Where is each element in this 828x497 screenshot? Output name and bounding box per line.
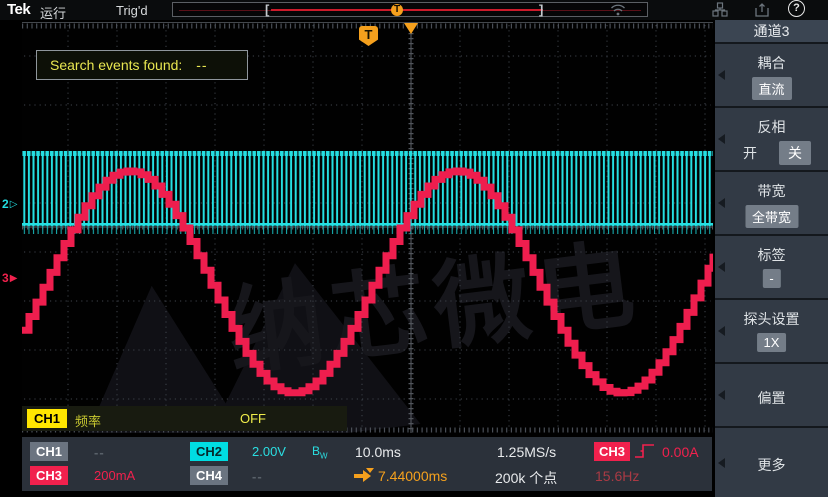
- chevron-left-icon: [718, 198, 725, 208]
- menu-probe-setup[interactable]: 探头设置 1X: [715, 300, 828, 362]
- acquisition-run-status: 运行: [40, 6, 67, 21]
- help-icon[interactable]: ?: [788, 0, 805, 17]
- invert-on-option[interactable]: 开: [743, 145, 757, 161]
- invert-off-option[interactable]: 关: [779, 141, 811, 165]
- ch3-scale-value: 200mA: [94, 468, 136, 483]
- trigger-frequency: 15.6Hz: [595, 468, 640, 484]
- ch3-marker-number: 3: [2, 271, 9, 285]
- sample-rate: 1.25MS/s: [497, 444, 557, 460]
- measurement-source-badge[interactable]: CH1: [27, 409, 67, 428]
- chevron-left-icon: [718, 70, 725, 80]
- ch3-sine-waveform: [22, 167, 713, 397]
- measurement-type-label: 频率: [75, 414, 102, 429]
- search-events-label: Search events found:: [50, 57, 183, 73]
- label-label: 标签: [757, 247, 786, 263]
- horizontal-position-bar[interactable]: [ ] T: [172, 2, 648, 17]
- coupling-label: 耦合: [757, 55, 786, 71]
- ch4-scale-value: --: [252, 469, 263, 484]
- horizontal-delay-value: 7.44000ms: [378, 468, 448, 484]
- menu-bandwidth[interactable]: 带宽 全带宽: [715, 172, 828, 234]
- trigger-source-badge[interactable]: CH3: [594, 442, 630, 461]
- ch2-marker-arrow-icon: ▷: [9, 198, 18, 210]
- trigger-position-marker: [404, 23, 418, 34]
- ch4-badge[interactable]: CH4: [190, 466, 228, 485]
- visible-window-line: [271, 9, 543, 11]
- trigger-position-icon[interactable]: T: [391, 4, 403, 16]
- menu-more[interactable]: 更多: [715, 428, 828, 497]
- ch2-bandwidth-limit-icon: BW: [312, 444, 328, 461]
- window-bracket-close: ]: [539, 2, 544, 17]
- rising-edge-icon: [635, 444, 654, 458]
- chevron-left-icon: [718, 262, 725, 272]
- measurement-bar[interactable]: CH1 频率 OFF: [22, 406, 347, 431]
- ch2-square-waveform: [22, 151, 713, 234]
- record-length: 200k 个点: [495, 470, 558, 486]
- bandwidth-label: 带宽: [757, 183, 786, 199]
- waveform-display-area[interactable]: 纳芯微电: [22, 22, 713, 433]
- ch3-badge[interactable]: CH3: [30, 466, 68, 485]
- ch3-position-marker[interactable]: 3 ▶: [2, 270, 22, 286]
- side-menu: 通道3 耦合 直流 反相 开 关 带宽 全带宽 标签 - 探头设置 1X 偏置 …: [715, 20, 828, 497]
- probe-attenuation-button[interactable]: 1X: [756, 333, 787, 352]
- top-status-bar: Tek 运行 Trig'd [ ] T ?: [0, 0, 828, 21]
- readout-panel: CH1 -- CH2 2.00V BW CH3 200mA CH4 -- 10.…: [22, 437, 712, 491]
- trigger-status: Trig'd: [116, 3, 148, 18]
- chevron-left-icon: [718, 390, 725, 400]
- probe-setup-label: 探头设置: [743, 311, 800, 327]
- ch2-badge[interactable]: CH2: [190, 442, 228, 461]
- ch2-marker-number: 2: [2, 197, 9, 211]
- label-value-button[interactable]: -: [762, 269, 781, 288]
- save-export-icon[interactable]: [754, 2, 770, 18]
- menu-offset[interactable]: 偏置: [715, 364, 828, 426]
- trigger-shield-icon[interactable]: T: [359, 26, 378, 46]
- menu-invert[interactable]: 反相 开 关: [715, 108, 828, 170]
- side-menu-title: 通道3: [715, 20, 828, 42]
- more-label: 更多: [757, 457, 786, 473]
- search-events-count: --: [196, 57, 208, 73]
- horizontal-scale: 10.0ms: [355, 444, 401, 460]
- coupling-value-button[interactable]: 直流: [751, 77, 792, 100]
- ch2-scale-value: 2.00V: [252, 444, 286, 459]
- tek-logo: Tek: [7, 1, 31, 18]
- wifi-icon[interactable]: [610, 2, 626, 18]
- trigger-level-value: 0.00A: [662, 444, 699, 460]
- window-bracket-open: [: [265, 2, 270, 17]
- ch1-scale-value: --: [94, 445, 105, 460]
- invert-label: 反相: [757, 119, 786, 135]
- offset-label: 偏置: [757, 390, 786, 406]
- delay-arrow-icon: [354, 468, 374, 482]
- ch2-position-marker[interactable]: 2 ▷: [2, 196, 22, 212]
- chevron-left-icon: [718, 457, 725, 468]
- menu-label[interactable]: 标签 -: [715, 236, 828, 298]
- bandwidth-value-button[interactable]: 全带宽: [744, 205, 799, 228]
- ch3-marker-arrow-icon: ▶: [9, 272, 18, 284]
- menu-coupling[interactable]: 耦合 直流: [715, 44, 828, 106]
- chevron-left-icon: [718, 326, 725, 336]
- search-events-banner: Search events found: --: [36, 50, 248, 80]
- waveform-plot: 纳芯微电: [22, 23, 713, 433]
- chevron-left-icon: [718, 134, 725, 144]
- measurement-value: OFF: [240, 411, 266, 426]
- network-icon[interactable]: [712, 2, 728, 18]
- ch1-badge[interactable]: CH1: [30, 442, 68, 461]
